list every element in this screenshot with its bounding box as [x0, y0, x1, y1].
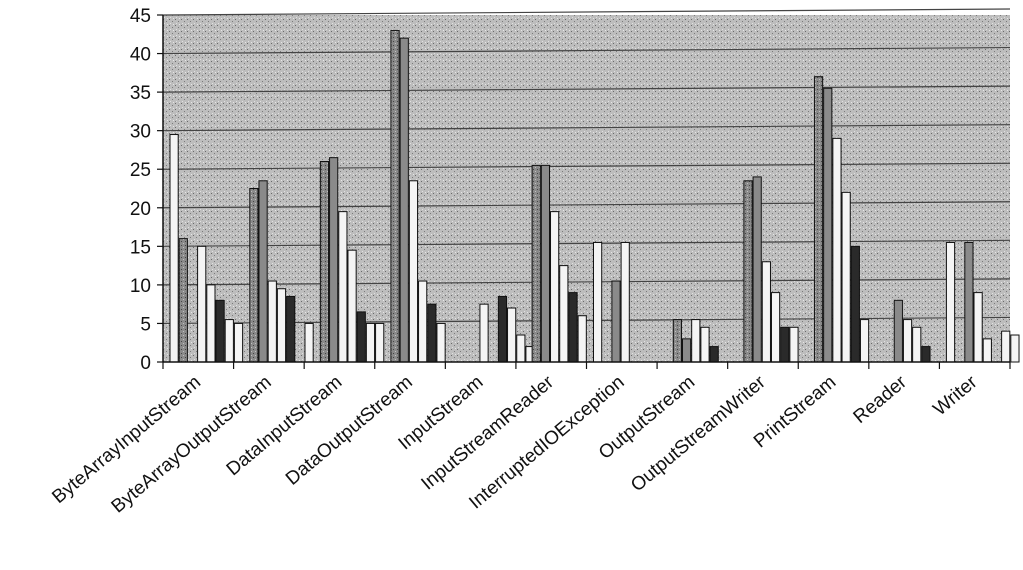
bar-3-1: [390, 29, 400, 363]
bar-11-6: [1001, 330, 1011, 363]
bar-3-5: [427, 303, 437, 363]
bar-0-1: [178, 238, 188, 363]
bars: [169, 29, 1020, 363]
bar-11-3: [973, 292, 983, 363]
category-label: DataOutputStream: [282, 372, 417, 490]
bar-8-5: [780, 326, 790, 363]
y-tick-label-25: 25: [130, 160, 151, 181]
category-label: Writer: [929, 371, 982, 420]
bar-9-1: [813, 76, 824, 363]
bar-1-7: [304, 322, 314, 363]
bar-2-6: [365, 322, 376, 363]
gridlines: [162, 8, 1011, 325]
bar-4-7: [516, 334, 526, 363]
gridline-25: [162, 162, 1011, 170]
bar-0-5: [215, 299, 225, 363]
bar-5-4: [559, 265, 569, 363]
gridline-45: [162, 8, 1011, 16]
y-tick-labels: 0 5 10 15 20 25 30 35 40 45: [130, 6, 151, 374]
y-tick-label-20: 20: [130, 199, 151, 220]
bar-2-1: [319, 161, 330, 363]
bar-8-3: [761, 261, 771, 363]
bar-2-7: [375, 322, 385, 363]
bar-8-4: [770, 292, 781, 363]
bar-0-3: [197, 245, 207, 363]
category-labels: ByteArrayInputStreamByteArrayOutputStrea…: [48, 371, 982, 517]
bar-4-6: [507, 307, 517, 363]
gridline-10: [162, 278, 1011, 286]
bar-9-4: [841, 191, 851, 363]
bar-7-5: [709, 346, 719, 363]
bar-11-7: [1010, 334, 1020, 363]
bar-6-3: [620, 241, 630, 363]
y-tick-label-40: 40: [130, 45, 151, 66]
bar-1-3: [267, 280, 277, 363]
bar-5-1: [531, 164, 541, 363]
bar-7-3: [691, 319, 701, 363]
bar-0-0: [169, 134, 179, 363]
category-label: Reader: [850, 371, 912, 428]
bar-7-1: [672, 319, 682, 363]
y-tick-label-0: 0: [140, 353, 151, 374]
bar-10-4: [912, 326, 922, 363]
category-label: OutputStreamWriter: [627, 371, 770, 496]
bar-6-0: [593, 241, 603, 363]
axes: [157, 14, 1011, 369]
bar-5-5: [568, 292, 578, 363]
bar-11-4: [982, 338, 992, 363]
bar-3-4: [418, 280, 428, 363]
gridline-20: [162, 201, 1011, 209]
bar-3-2: [399, 37, 409, 363]
plot-area: [163, 15, 1010, 362]
bar-2-4: [347, 249, 357, 363]
bar-3-6: [436, 322, 446, 363]
bar-1-4: [276, 288, 287, 363]
bar-6-2: [611, 280, 621, 363]
bar-2-2: [329, 157, 339, 363]
bar-5-2: [540, 164, 551, 363]
y-tick-label-45: 45: [130, 6, 151, 27]
bar-11-0: [945, 241, 956, 363]
bar-9-2: [823, 87, 833, 363]
bar-10-5: [921, 346, 931, 363]
bar-11-2: [964, 241, 974, 363]
category-label: DataInputStream: [223, 372, 347, 480]
bar-2-3: [338, 211, 348, 363]
y-tick-label-5: 5: [140, 314, 151, 335]
gridline-30: [162, 124, 1011, 132]
bar-8-1: [743, 180, 753, 363]
bar-9-6: [859, 319, 870, 363]
category-label: InputStreamReader: [417, 371, 558, 494]
bar-7-2: [681, 338, 692, 363]
bar-7-4: [700, 326, 710, 363]
gridline-15: [162, 239, 1011, 247]
bar-1-2: [258, 180, 268, 363]
y-tick-label-30: 30: [130, 122, 151, 143]
bar-0-7: [233, 322, 244, 363]
y-tick-label-35: 35: [130, 83, 151, 104]
bar-9-5: [850, 245, 860, 363]
bar-10-3: [902, 319, 913, 363]
bar-8-2: [752, 176, 762, 363]
bar-5-6: [577, 315, 587, 363]
gridline-40: [162, 46, 1011, 55]
plot-background: [163, 15, 1010, 362]
bar-0-6: [224, 319, 234, 363]
bar-3-3: [408, 180, 419, 363]
bar-1-1: [249, 188, 259, 363]
gridline-35: [162, 85, 1011, 93]
bar-4-3: [479, 303, 489, 363]
bar-5-3: [550, 211, 560, 363]
y-tick-label-15: 15: [130, 237, 151, 258]
y-tick-label-10: 10: [130, 276, 151, 297]
bar-0-4: [206, 284, 216, 363]
bar-8-6: [789, 326, 799, 363]
bar-9-3: [832, 137, 842, 363]
bar-1-5: [286, 295, 296, 363]
bar-4-5: [497, 295, 508, 363]
bar-2-5: [356, 311, 366, 363]
bar-10-2: [893, 299, 903, 363]
